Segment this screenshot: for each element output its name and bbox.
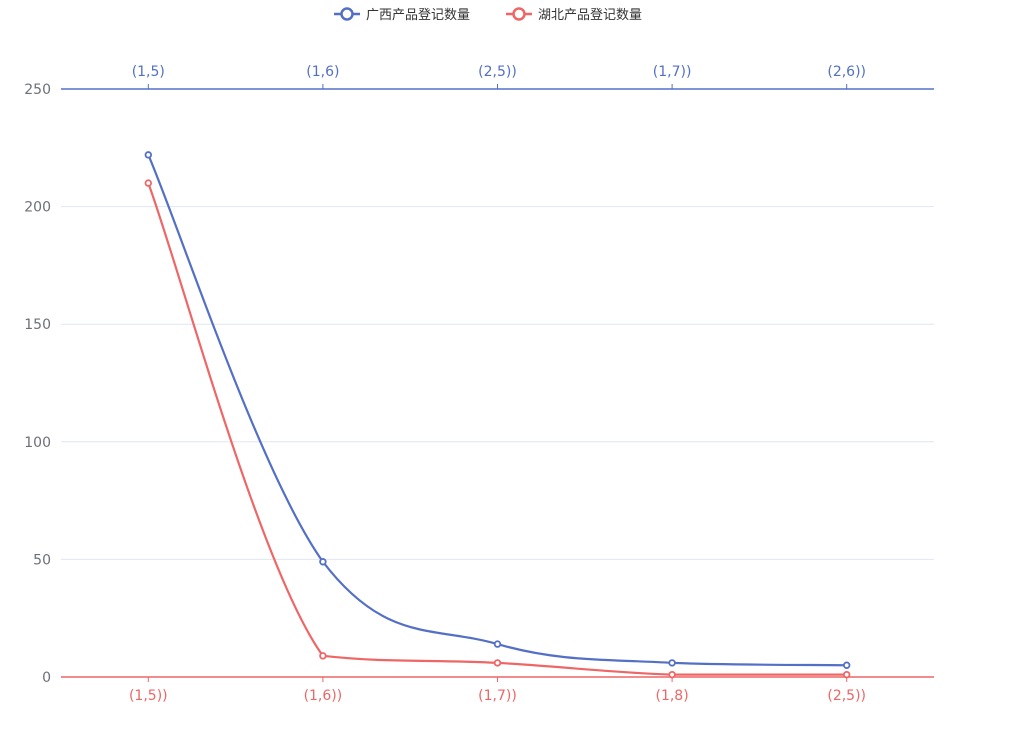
legend[interactable]: 广西产品登记数量 湖北产品登记数量 <box>334 7 642 23</box>
data-point[interactable] <box>144 179 152 187</box>
x-bottom-tick-label: (1,8) <box>655 688 688 704</box>
y-tick-label: 200 <box>24 200 51 216</box>
x-top-tick-label: (1,6) <box>306 64 339 80</box>
legend-item[interactable]: 广西产品登记数量 <box>334 7 470 23</box>
y-tick-label: 100 <box>24 435 51 451</box>
y-tick-label: 0 <box>42 670 51 686</box>
legend-label: 广西产品登记数量 <box>366 8 470 23</box>
legend-item[interactable]: 湖北产品登记数量 <box>506 7 642 23</box>
x-top-tick-label: (2,6)) <box>827 64 866 80</box>
series-line-1 <box>147 182 847 676</box>
x-top-tick-label: (1,7)) <box>653 64 692 80</box>
x-top-tick-label: (1,5) <box>132 64 165 80</box>
data-point[interactable] <box>843 661 851 669</box>
x-bottom-tick-label: (2,5)) <box>827 688 866 704</box>
data-point[interactable] <box>843 670 851 679</box>
legend-label: 湖北产品登记数量 <box>538 8 642 23</box>
x-axis-bottom: (1,5)) (1,6)) (1,7)) (1,8) (2,5)) <box>61 676 934 704</box>
y-tick-label: 150 <box>24 317 51 333</box>
legend-circle-icon <box>512 7 526 21</box>
x-bottom-tick-label: (1,5)) <box>129 688 168 704</box>
y-tick-label: 250 <box>24 82 51 98</box>
data-point[interactable] <box>493 659 502 667</box>
data-point[interactable] <box>319 652 327 660</box>
data-point[interactable] <box>668 670 676 679</box>
data-point[interactable] <box>493 640 502 648</box>
grid-lines <box>61 206 934 560</box>
legend-circle-icon <box>340 7 354 21</box>
x-axis-top: (1,5) (1,6) (2,5)) (1,7)) (2,6)) <box>61 64 934 90</box>
y-tick-label: 50 <box>33 552 51 568</box>
series-layer <box>144 151 851 679</box>
y-axis: 0 50 100 150 200 250 <box>24 82 51 686</box>
x-bottom-tick-label: (1,7)) <box>478 688 517 704</box>
data-point[interactable] <box>144 151 152 159</box>
series-line-0 <box>147 154 847 667</box>
data-point[interactable] <box>319 558 327 566</box>
x-top-tick-label: (2,5)) <box>478 64 517 80</box>
data-point[interactable] <box>668 659 676 667</box>
x-bottom-tick-label: (1,6)) <box>304 688 343 704</box>
